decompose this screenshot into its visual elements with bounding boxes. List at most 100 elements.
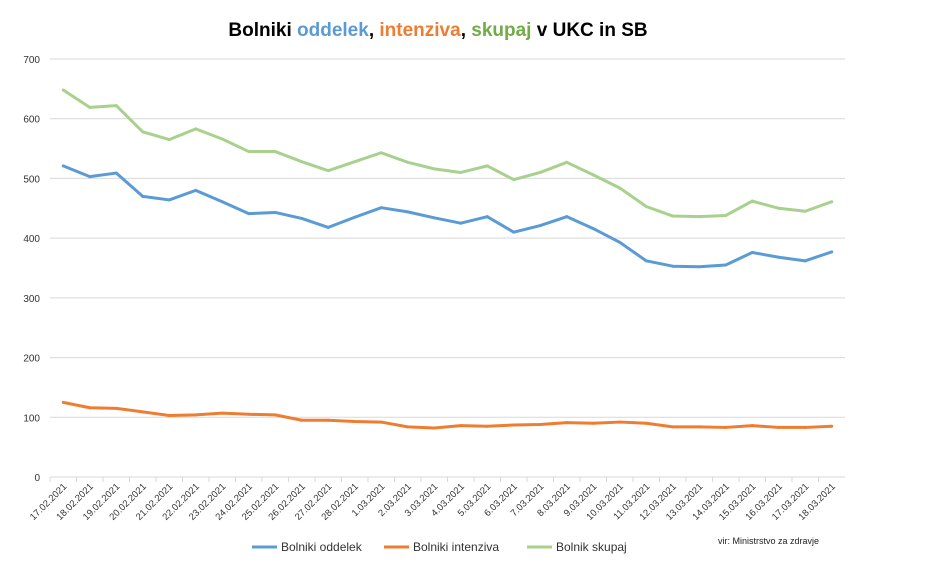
legend-label: Bolnik skupaj [556, 540, 627, 554]
data-point [273, 413, 277, 417]
data-point [406, 160, 410, 164]
data-point [432, 167, 436, 171]
data-point [777, 206, 781, 210]
data-point [724, 213, 728, 217]
data-point [697, 425, 701, 429]
data-point [830, 424, 834, 428]
data-point [538, 224, 542, 228]
data-point [167, 413, 171, 417]
y-tick-label: 600 [23, 115, 40, 126]
data-point [300, 418, 304, 422]
data-point [777, 425, 781, 429]
data-point [406, 425, 410, 429]
data-point [512, 230, 516, 234]
data-point [671, 214, 675, 218]
y-tick-label: 200 [23, 354, 40, 365]
data-point [618, 186, 622, 190]
data-point [379, 420, 383, 424]
data-point [671, 425, 675, 429]
title-part: intenziva [379, 20, 461, 41]
data-point [220, 411, 224, 415]
series-line-0 [62, 164, 833, 269]
title-part: skupaj [471, 20, 532, 41]
legend-label: Bolniki intenziva [413, 540, 499, 554]
data-point [432, 426, 436, 430]
data-point [591, 173, 595, 177]
y-tick-label: 700 [23, 55, 40, 66]
data-point [618, 420, 622, 424]
data-point [167, 198, 171, 202]
data-point [459, 170, 463, 174]
data-point [591, 421, 595, 425]
data-point [618, 240, 622, 244]
title-part: oddelek [297, 20, 369, 41]
data-point [300, 160, 304, 164]
data-point [141, 194, 145, 198]
data-point [326, 225, 330, 229]
y-tick-label: 100 [23, 413, 40, 424]
data-point [459, 424, 463, 428]
title-part: Bolniki [228, 20, 298, 41]
data-point [538, 422, 542, 426]
data-point [485, 215, 489, 219]
series-line-1 [62, 400, 832, 430]
data-point [697, 215, 701, 219]
data-point [88, 175, 92, 179]
data-point [644, 204, 648, 208]
data-point [247, 212, 251, 216]
data-point [353, 160, 357, 164]
data-point [353, 419, 357, 423]
data-point [512, 423, 516, 427]
data-point [220, 200, 224, 204]
data-point [830, 250, 834, 254]
y-tick-label: 0 [34, 473, 40, 484]
data-point [88, 105, 92, 109]
data-point [671, 264, 675, 268]
data-point [485, 164, 489, 168]
legend-label: Bolniki oddelek [281, 540, 363, 554]
data-point [326, 418, 330, 422]
data-point [353, 215, 357, 219]
data-point [61, 400, 65, 404]
data-point [273, 150, 277, 154]
data-point [300, 216, 304, 220]
data-point [88, 406, 92, 410]
data-point [167, 138, 171, 142]
data-point [247, 150, 251, 154]
data-point [247, 412, 251, 416]
y-tick-label: 400 [23, 234, 40, 245]
data-point [61, 164, 65, 168]
data-point [512, 178, 516, 182]
data-point [114, 406, 118, 410]
data-point [194, 413, 198, 417]
data-point [830, 200, 834, 204]
data-point [591, 227, 595, 231]
data-point [141, 130, 145, 134]
chart-title: Bolniki oddelek, intenziva, skupaj v UKC… [0, 20, 876, 42]
title-part: v UKC in SB [531, 20, 648, 41]
data-point [114, 104, 118, 108]
data-point [750, 424, 754, 428]
data-point [379, 206, 383, 210]
data-point [803, 209, 807, 213]
source-note: vir: Ministrstvo za zdravje [718, 536, 820, 546]
data-point [141, 410, 145, 414]
data-point [565, 215, 569, 219]
data-point [406, 210, 410, 214]
data-point [220, 137, 224, 141]
data-point [777, 255, 781, 259]
series-line-2 [62, 88, 833, 219]
data-point [459, 221, 463, 225]
data-point [644, 259, 648, 263]
y-tick-label: 300 [23, 294, 40, 305]
data-point [194, 188, 198, 192]
data-point [750, 199, 754, 203]
data-point [538, 170, 542, 174]
title-part: , [368, 20, 380, 41]
data-point [61, 88, 65, 92]
data-point [803, 259, 807, 263]
data-point [326, 169, 330, 173]
data-point [379, 151, 383, 155]
